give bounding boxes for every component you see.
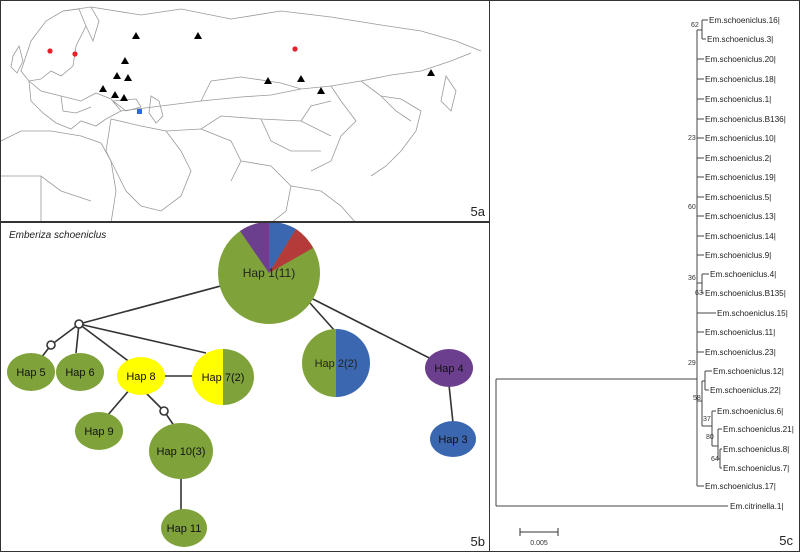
taxon-label: Em.schoeniclus.6| (717, 407, 783, 416)
taxon-label: Em.schoeniclus.10| (705, 134, 776, 143)
blue-marker (137, 109, 142, 114)
taxon-label: Em.schoeniclus.1| (705, 95, 771, 104)
panel-label-b: 5b (470, 534, 485, 549)
taxon-label: Em.schoeniclus.3| (707, 35, 773, 44)
taxon-label: Em.schoeniclus.5| (705, 193, 771, 202)
taxon-label: Em.schoeniclus.19| (705, 173, 776, 182)
median-vectors (46, 319, 169, 416)
haplotype-node-hap9: Hap 9 (75, 412, 123, 450)
haplotype-node-hap7: Hap 7(2) (192, 349, 254, 405)
red-marker (72, 51, 78, 57)
support-value: 60 (688, 204, 696, 211)
haplotype-network: Hap 1(11) Hap 2(2) Hap 4 Hap 3 Hap 5 Hap… (7, 223, 476, 547)
taxon-label: Em.schoeniclus.18| (705, 75, 776, 84)
haplotype-label: Hap 5 (16, 367, 45, 379)
sample-site-markers (47, 32, 435, 114)
triangle-marker (132, 32, 140, 39)
triangle-marker (264, 77, 272, 84)
haplotype-label: Hap 10(3) (157, 446, 206, 458)
haplotype-label: Hap 1(11) (243, 266, 295, 280)
haplotype-label: Hap 3 (438, 434, 467, 446)
red-marker (292, 46, 298, 52)
taxon-label: Em.schoeniclus.7| (723, 464, 789, 473)
taxon-label: Em.schoeniclus.9| (705, 251, 771, 260)
haplotype-label: Hap 4 (434, 363, 463, 375)
haplotype-node-hap1: Hap 1(11) (218, 223, 320, 324)
haplotype-node-hap3: Hap 3 (430, 421, 476, 457)
taxon-label: Em.schoeniclus.21| (723, 425, 794, 434)
triangle-marker (194, 32, 202, 39)
panel-label-a: 5a (470, 204, 485, 219)
haplotype-node-hap4: Hap 4 (425, 349, 473, 387)
support-value: 62 (691, 22, 699, 29)
support-value: 64 (711, 456, 719, 463)
taxon-label: Em.schoeniclus.B136| (705, 115, 786, 124)
haplotype-label: Hap 11 (167, 523, 202, 535)
haplotype-label: Hap 7(2) (202, 372, 245, 384)
triangle-marker (427, 69, 435, 76)
haplotype-node-hap11: Hap 11 (161, 509, 207, 547)
haplotype-node-hap6: Hap 6 (56, 353, 104, 391)
triangle-marker (317, 87, 325, 94)
panel-label-c: 5c (779, 533, 793, 548)
haplotype-label: Hap 2(2) (315, 358, 358, 370)
taxon-label: Em.schoeniclus.20| (705, 55, 776, 64)
map-panel: 5a (0, 0, 490, 222)
triangle-marker (111, 91, 119, 98)
taxon-label: Em.schoeniclus.15| (717, 309, 788, 318)
triangle-marker (124, 74, 132, 81)
taxon-label: Em.schoeniclus.22| (710, 386, 781, 395)
taxon-label: Em.schoeniclus.B135| (705, 289, 786, 298)
scale-bar: 0.005 (519, 528, 559, 547)
support-value: 36 (688, 275, 696, 282)
triangle-marker (297, 75, 305, 82)
haplotype-label: Hap 9 (84, 426, 113, 438)
taxon-label: Em.schoeniclus.2| (705, 154, 771, 163)
taxon-label: Em.schoeniclus.8| (723, 445, 789, 454)
haplotype-label: Hap 6 (65, 367, 94, 379)
phylogenetic-tree: Em.schoeniclus.16| Em.schoeniclus.3| Em.… (495, 16, 794, 547)
haplotype-node-hap10: Hap 10(3) (149, 423, 213, 479)
median-vector-node (46, 340, 56, 350)
triangle-marker (121, 57, 129, 64)
haplotype-node-hap5: Hap 5 (7, 353, 55, 391)
taxon-label: Em.schoeniclus.23| (705, 348, 776, 357)
eurasia-map (1, 6, 482, 221)
taxon-label: Em.schoeniclus.4| (710, 270, 776, 279)
taxon-label: Em.schoeniclus.14| (705, 232, 776, 241)
taxon-label: Em.schoeniclus.13| (705, 212, 776, 221)
triangle-marker (120, 94, 128, 101)
haplotype-label: Hap 8 (126, 371, 155, 383)
taxon-label: Em.schoeniclus.12| (713, 367, 784, 376)
tree-branches (495, 19, 728, 507)
taxon-label: Em.schoeniclus.11| (705, 328, 775, 337)
support-value: 23 (688, 135, 696, 142)
support-value: 80 (706, 434, 714, 441)
support-value: 29 (688, 360, 696, 367)
species-title: Emberiza schoeniclus (9, 230, 107, 241)
triangle-marker (113, 72, 121, 79)
scale-bar-label: 0.005 (530, 540, 548, 547)
support-value: 58 (693, 395, 701, 402)
triangle-marker (99, 85, 107, 92)
support-value: 37 (703, 416, 711, 423)
red-marker (47, 48, 53, 54)
phylogenetic-tree-panel: Em.schoeniclus.16| Em.schoeniclus.3| Em.… (489, 0, 800, 552)
haplotype-network-panel: Emberiza schoeniclus (0, 222, 490, 552)
support-value: 63 (695, 290, 703, 297)
haplotype-node-hap8: Hap 8 (117, 357, 165, 395)
haplotype-node-hap2: Hap 2(2) (302, 329, 370, 397)
taxon-label: Em.schoeniclus.16| (709, 16, 780, 25)
median-vector-node (159, 406, 169, 416)
taxon-label: Em.schoeniclus.17| (705, 482, 776, 491)
median-vector-node (74, 319, 84, 329)
taxon-label: Em.citrinella.1| (730, 502, 784, 511)
